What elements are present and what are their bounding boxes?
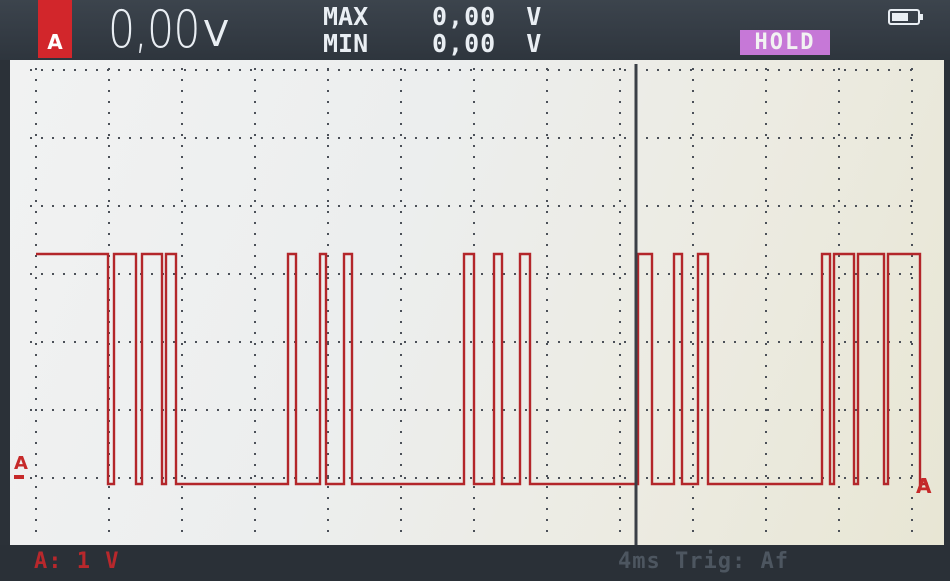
waveform-svg — [30, 64, 928, 545]
min-max-labels: MAX MIN — [323, 3, 368, 57]
hold-badge: HOLD — [740, 30, 830, 55]
min-reading: 0,00 V — [432, 30, 542, 57]
readout-bar: A 0,00 V MAX MIN 0,00 V 0,00 V HOLD — [0, 0, 950, 60]
waveform-trace — [36, 252, 928, 486]
waveform-display — [10, 60, 944, 545]
max-unit: V — [526, 2, 543, 31]
status-bar — [0, 545, 950, 581]
channel-badge: A — [38, 0, 72, 58]
min-unit: V — [526, 29, 543, 58]
main-reading: 0,00 V — [108, 0, 228, 60]
max-reading: 0,00 V — [432, 3, 542, 30]
channel-label: A — [47, 30, 63, 54]
main-unit: V — [203, 13, 229, 55]
min-label: MIN — [323, 29, 369, 58]
min-value: 0,00 — [432, 29, 497, 58]
ground-marker-label: A — [14, 453, 28, 474]
vertical-scale: A: 1 V — [34, 549, 120, 574]
ground-marker: A — [14, 455, 28, 479]
battery-icon — [888, 9, 923, 25]
timebase-trigger: 4ms Trig: Af — [618, 549, 789, 574]
ground-marker-bar — [14, 475, 24, 479]
channel-end-marker: A — [916, 474, 932, 498]
max-label: MAX — [323, 2, 369, 31]
main-value: 0,00 — [108, 0, 200, 60]
min-max-values: 0,00 V 0,00 V — [432, 3, 542, 57]
max-value: 0,00 — [432, 2, 497, 31]
